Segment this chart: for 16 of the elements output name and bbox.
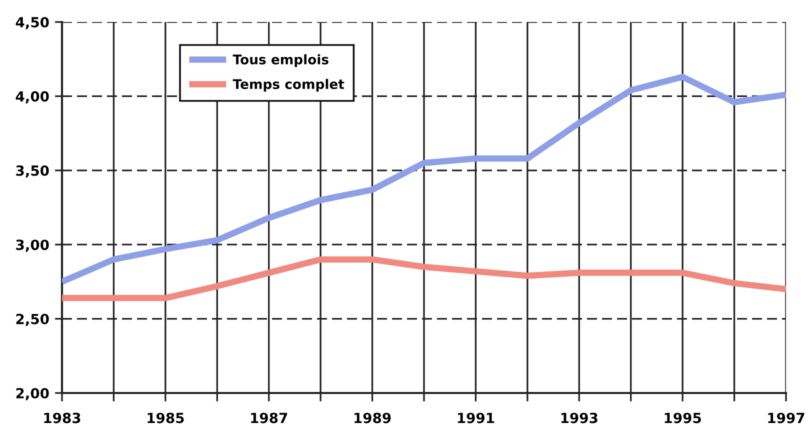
y-tick-label: 3,00 xyxy=(16,240,49,252)
x-tick-label: 1997 xyxy=(768,412,804,424)
y-tick-label: 2,00 xyxy=(16,388,49,400)
y-tick-label: 2,50 xyxy=(16,314,49,326)
y-tick-label: 4,50 xyxy=(16,16,49,30)
x-tick-label: 1993 xyxy=(561,412,598,424)
x-tick-label: 1991 xyxy=(458,412,494,424)
y-tick-label: 4,00 xyxy=(16,91,49,104)
x-tick-label: 1995 xyxy=(664,412,701,424)
x-tick-label: 1987 xyxy=(251,412,288,424)
x-tick-label: 1989 xyxy=(354,412,391,424)
legend-label: Tous emplois xyxy=(232,54,328,68)
x-tick-label: 1985 xyxy=(148,412,184,424)
legend-label: Temps complet xyxy=(232,78,344,92)
y-tick-label: 3,50 xyxy=(16,165,49,178)
x-tick-label: 1983 xyxy=(44,412,80,424)
